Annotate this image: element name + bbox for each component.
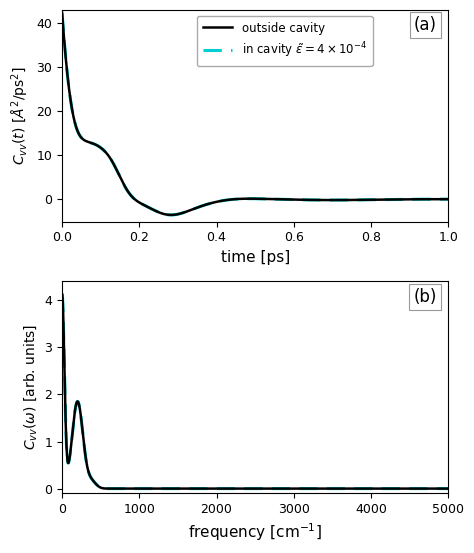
Y-axis label: $C_{vv}(\omega)$ [arb. units]: $C_{vv}(\omega)$ [arb. units] <box>22 325 39 451</box>
X-axis label: frequency [cm$^{-1}$]: frequency [cm$^{-1}$] <box>188 521 322 543</box>
Text: (b): (b) <box>413 288 437 306</box>
X-axis label: time [ps]: time [ps] <box>220 250 290 265</box>
Y-axis label: $C_{vv}(t)$ [$\AA^2$/ps$^2$]: $C_{vv}(t)$ [$\AA^2$/ps$^2$] <box>10 66 31 165</box>
Legend: outside cavity, in cavity $\tilde{\varepsilon} = 4 \times 10^{-4}$: outside cavity, in cavity $\tilde{\varep… <box>197 15 373 66</box>
Text: (a): (a) <box>414 16 437 34</box>
